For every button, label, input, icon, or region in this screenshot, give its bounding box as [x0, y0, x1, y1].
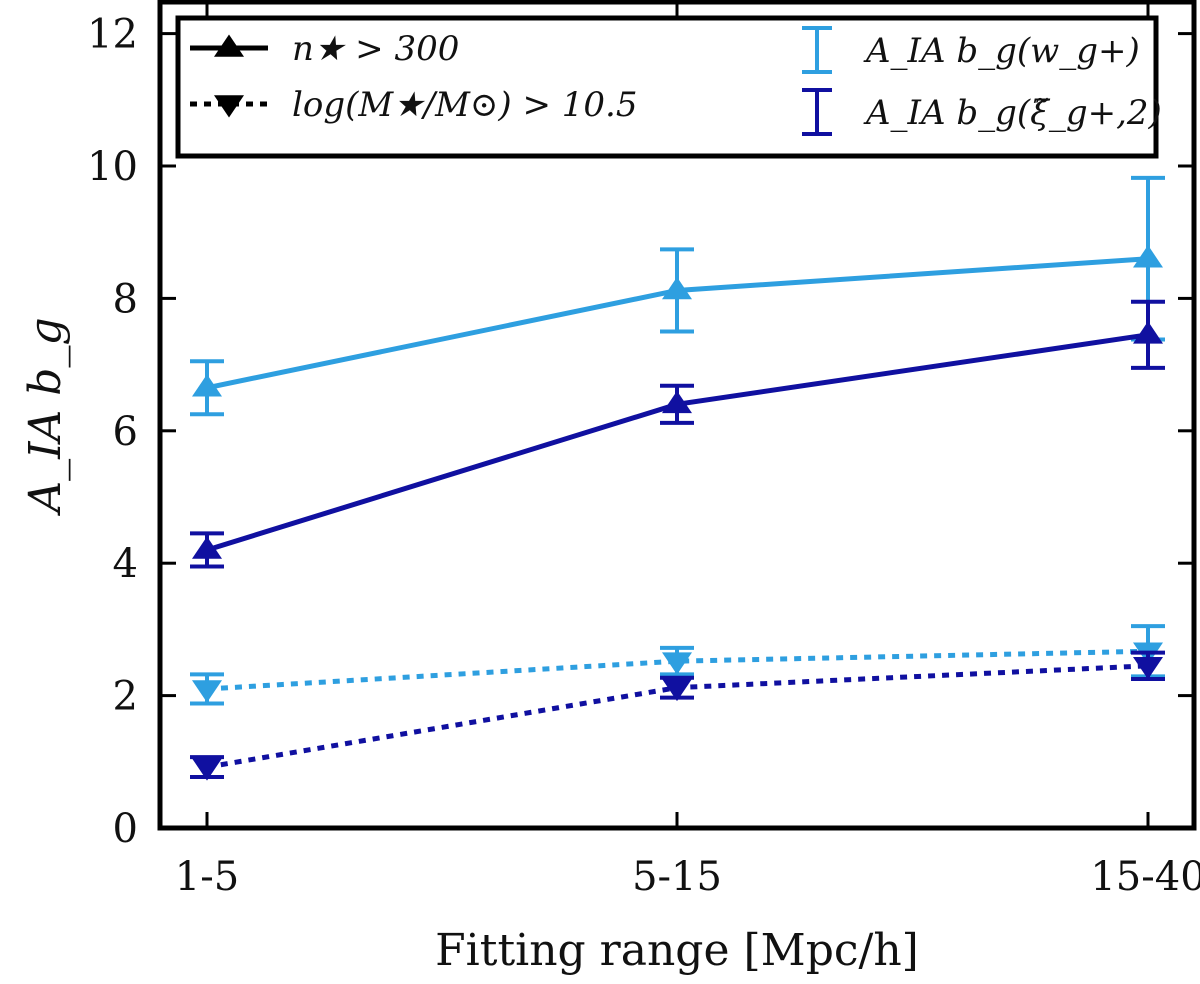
series-3	[190, 650, 1165, 781]
y-tick-label: 12	[87, 12, 138, 58]
y-tick-label: 4	[113, 541, 138, 587]
data-point	[662, 276, 692, 300]
y-tick-label: 6	[113, 409, 138, 455]
data-point	[192, 374, 222, 397]
data-point	[662, 390, 692, 414]
data-point	[662, 652, 692, 675]
legend: n★ > 300 log(M★/M⊙) > 10.5 A_IA b_g(w_g+) A…	[175, 15, 1162, 159]
legend-box	[175, 15, 1159, 159]
x-tick-label: 5-15	[632, 854, 722, 900]
legend-label: A_IA b_g(ξ̃_g+,2)	[863, 93, 1162, 133]
data-point	[1133, 245, 1163, 268]
legend-label: n★ > 300	[292, 29, 459, 69]
x-tick-label: 15-40	[1090, 854, 1200, 900]
y-tick-label: 8	[113, 276, 138, 322]
data-point	[1133, 321, 1163, 344]
series-line	[206, 332, 1149, 553]
data-point	[1133, 657, 1163, 680]
data-point	[192, 758, 222, 781]
y-tick-label: 0	[113, 806, 138, 852]
y-tick-label: 10	[87, 144, 138, 190]
data-point	[662, 678, 692, 702]
x-axis-title: Fitting range [Mpc/h]	[435, 925, 919, 976]
legend-label: log(M★/M⊙) > 10.5	[292, 85, 638, 125]
axes-layer: 0 2 4 6 8 10 12 1-5 5-15 15-40	[87, 2, 1200, 900]
data-point	[192, 680, 222, 703]
y-tick-label: 2	[113, 674, 138, 720]
series-layer	[190, 175, 1165, 781]
series-1	[190, 299, 1165, 569]
data-point	[192, 536, 222, 559]
legend-label: A_IA b_g(w_g+)	[863, 31, 1140, 71]
series-0	[190, 175, 1165, 417]
y-axis-title: A_IA b_g	[20, 317, 71, 516]
series-line	[206, 648, 1149, 692]
x-tick-label: 1-5	[175, 854, 239, 900]
legend-marker	[214, 34, 244, 57]
legend-marker	[214, 95, 244, 118]
